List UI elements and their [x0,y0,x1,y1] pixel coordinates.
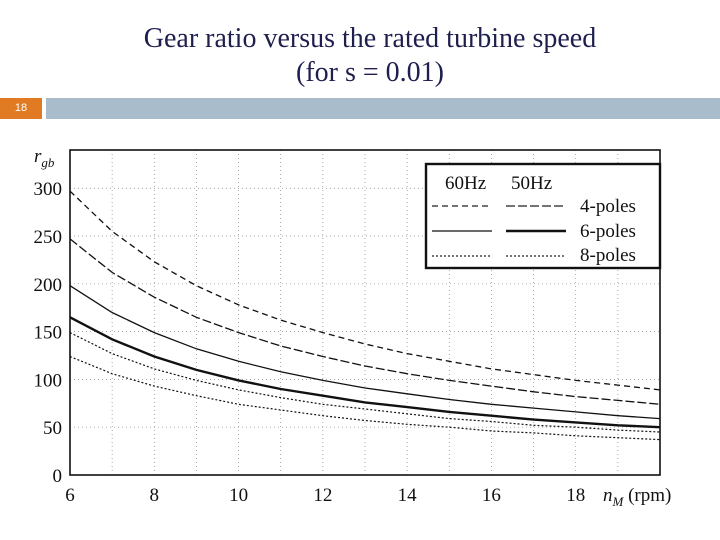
y-axis-label: rgb [34,146,55,170]
legend-box [424,162,662,270]
x-axis-label-unit: (rpm) [623,485,671,506]
x-tick-label: 12 [313,485,332,506]
plot-frame [69,149,661,476]
y-tick-label: 150 [34,323,63,344]
y-tick-label: 100 [34,370,63,391]
x-tick-labels: 6 8 10 12 14 16 18 [65,485,585,506]
page-number-badge: 18 [0,98,42,119]
x-axis-label-sub: M [612,494,625,509]
series-line-50hz-4-poles [69,238,661,405]
y-axis-label-main: r [34,146,42,167]
y-tick-label: 200 [34,275,63,296]
title-line-1: Gear ratio versus the rated turbine spee… [143,23,597,54]
y-tick-label: 250 [34,227,63,248]
title-line-2: (for s = 0.01) [296,57,444,88]
legend-label-4-poles: 4-poles [580,196,636,217]
y-axis-label-sub: gb [41,155,55,170]
x-tick-label: 14 [398,485,418,506]
x-axis-label: nM (rpm) [603,485,671,509]
gear-ratio-chart: 0 50 100 150 200 250 300 6 8 10 12 14 16 18 rgb nM (… [34,146,672,509]
legend-header-60hz: 60Hz [445,173,486,194]
x-tick-label: 6 [65,485,75,506]
y-tick-label: 300 [34,179,63,200]
series-line-60hz-6-poles [69,285,661,420]
x-tick-label: 8 [150,485,160,506]
slide-title: Gear ratio versus the rated turbine spee… [0,22,720,90]
y-tick-labels: 0 50 100 150 200 250 300 [34,179,63,487]
series-line-50hz-6-poles [69,316,661,429]
y-tick-label: 0 [53,466,63,487]
series-line-60hz-8-poles [69,332,661,433]
y-tick-label: 50 [43,418,62,439]
legend-header-50hz: 50Hz [511,173,552,194]
x-tick-label: 10 [229,485,248,506]
x-axis-label-main: n [603,485,613,506]
legend-label-6-poles: 6-poles [580,221,636,242]
series-line-50hz-8-poles [69,355,661,441]
title-divider-bar [46,98,720,119]
x-tick-label: 16 [482,485,501,506]
legend-label-8-poles: 8-poles [580,245,636,266]
legend: 60Hz 50Hz 4-poles 6-poles 8-poles [424,162,662,270]
chart-curves [69,190,661,441]
x-tick-label: 18 [566,485,585,506]
